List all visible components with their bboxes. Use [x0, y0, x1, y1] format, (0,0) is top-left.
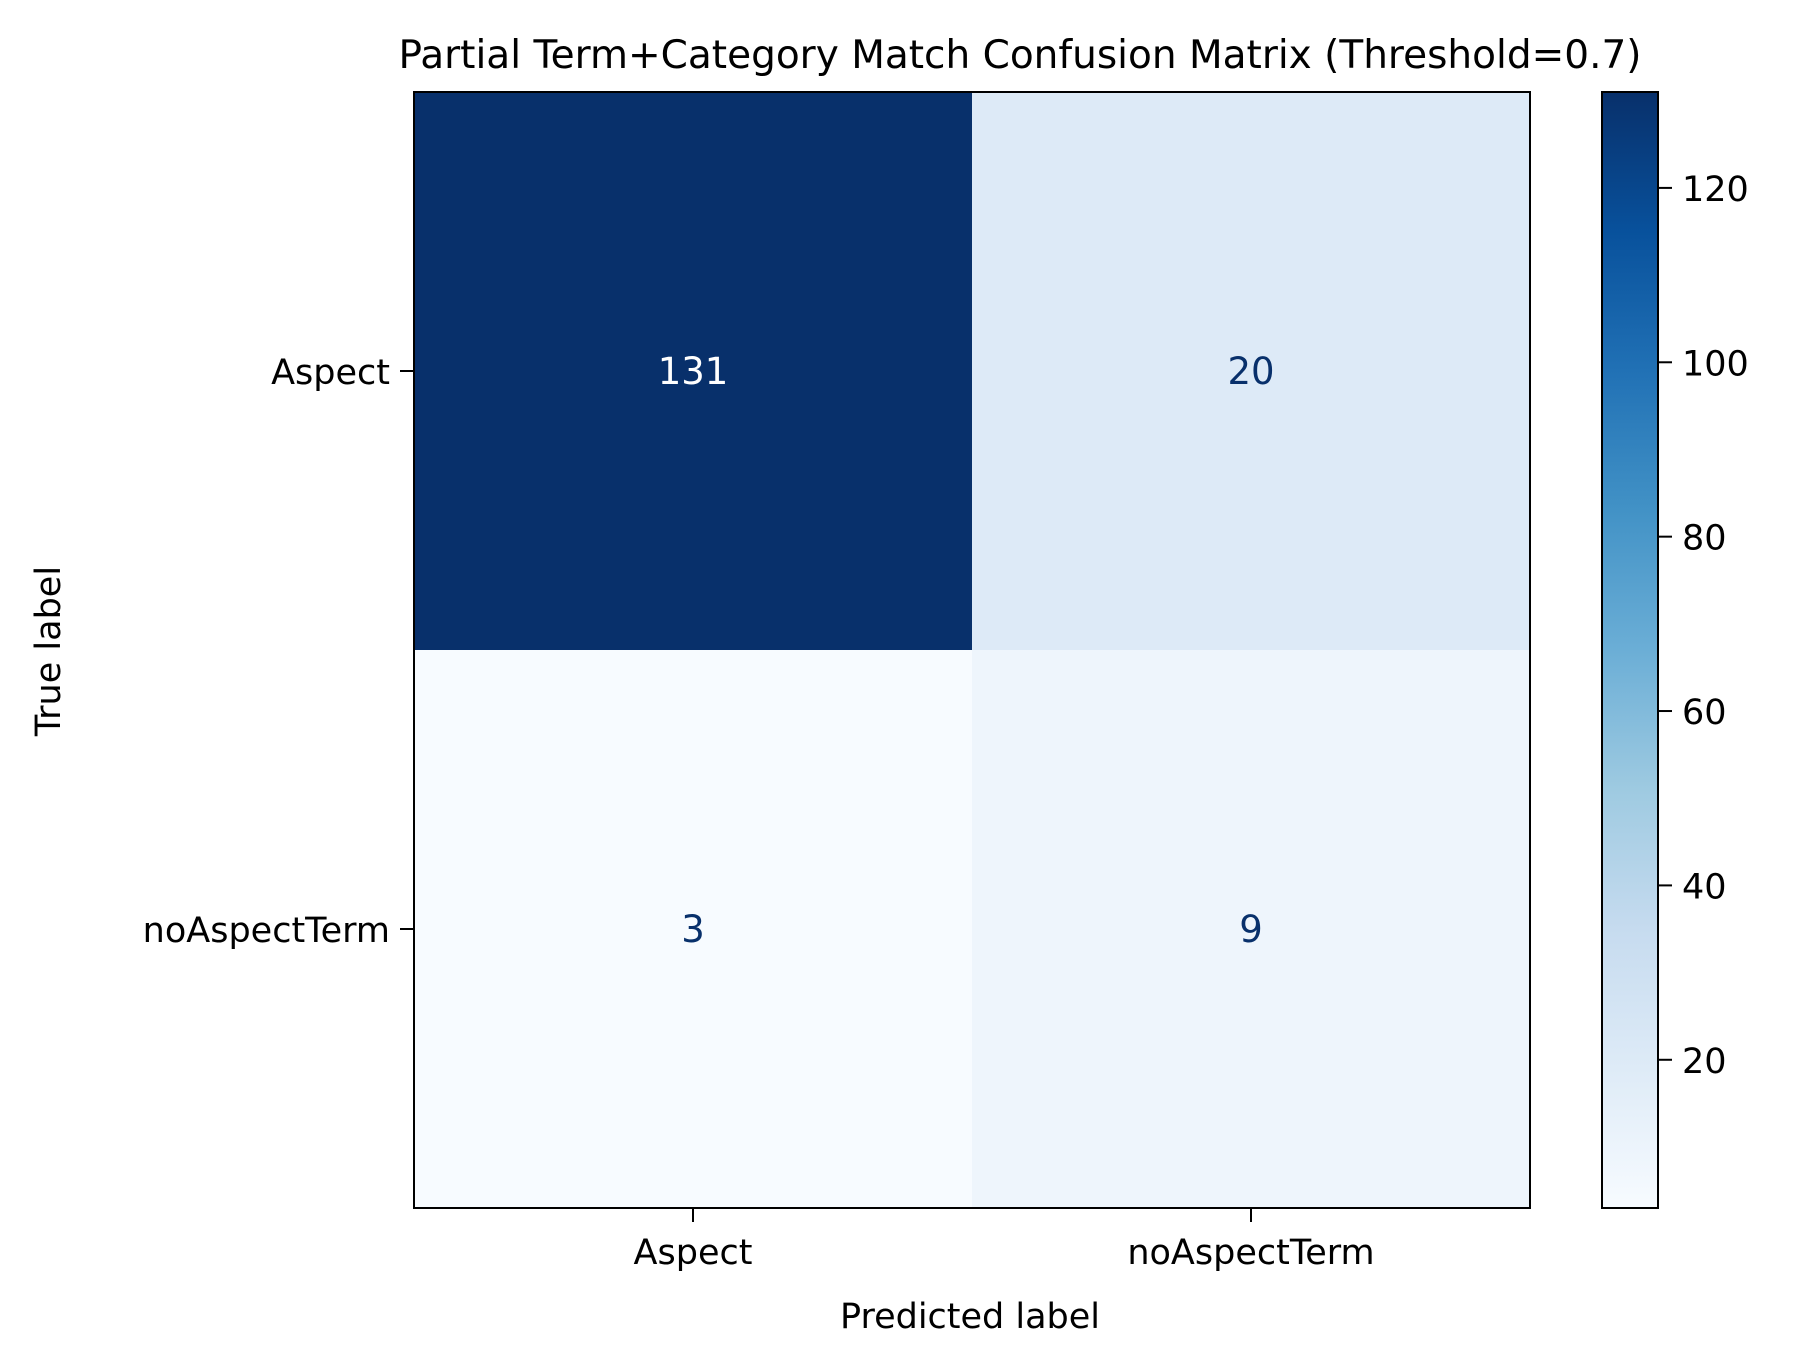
colorbar-tick-label: 20: [1682, 1042, 1727, 1082]
colorbar-gradient: [1602, 92, 1658, 1208]
x-axis-label: Predicted label: [840, 1297, 1100, 1337]
cell-value-label-1-1: 9: [1239, 908, 1263, 951]
colorbar-tick-label: 60: [1682, 693, 1727, 733]
cell-value-label-0-1: 20: [1227, 350, 1274, 393]
y-tick-label: Aspect: [271, 353, 390, 393]
colorbar-tick-label: 40: [1682, 867, 1727, 907]
y-tick-label: noAspectTerm: [143, 911, 390, 951]
plot-frame: [413, 91, 1531, 1209]
colorbar-tick-label: 100: [1682, 344, 1749, 384]
colorbar-frame: [1601, 91, 1659, 1209]
x-tick-label: noAspectTerm: [1127, 1233, 1374, 1273]
x-tick-label: Aspect: [634, 1233, 753, 1273]
heatmap-cell-1-1: [972, 650, 1530, 1208]
colorbar-tick-label: 80: [1682, 519, 1727, 559]
heatmap-cell-1-0: [414, 650, 972, 1208]
plot-area: 131 20 3 9 Aspect noAspectTerm Aspect noAspectT…: [143, 91, 1531, 1273]
y-axis-label: True label: [29, 566, 69, 737]
chart-title: Partial Term+Category Match Confusion Ma…: [398, 33, 1641, 78]
heatmap-cell-0-1: [972, 92, 1530, 650]
cell-value-label-1-0: 3: [681, 908, 705, 951]
colorbar: 20 40 60 80 100 120: [1601, 91, 1749, 1209]
colorbar-tick-label: 120: [1682, 170, 1749, 210]
cell-value-label-0-0: 131: [658, 350, 729, 393]
heatmap-cell-0-0: [414, 92, 972, 650]
